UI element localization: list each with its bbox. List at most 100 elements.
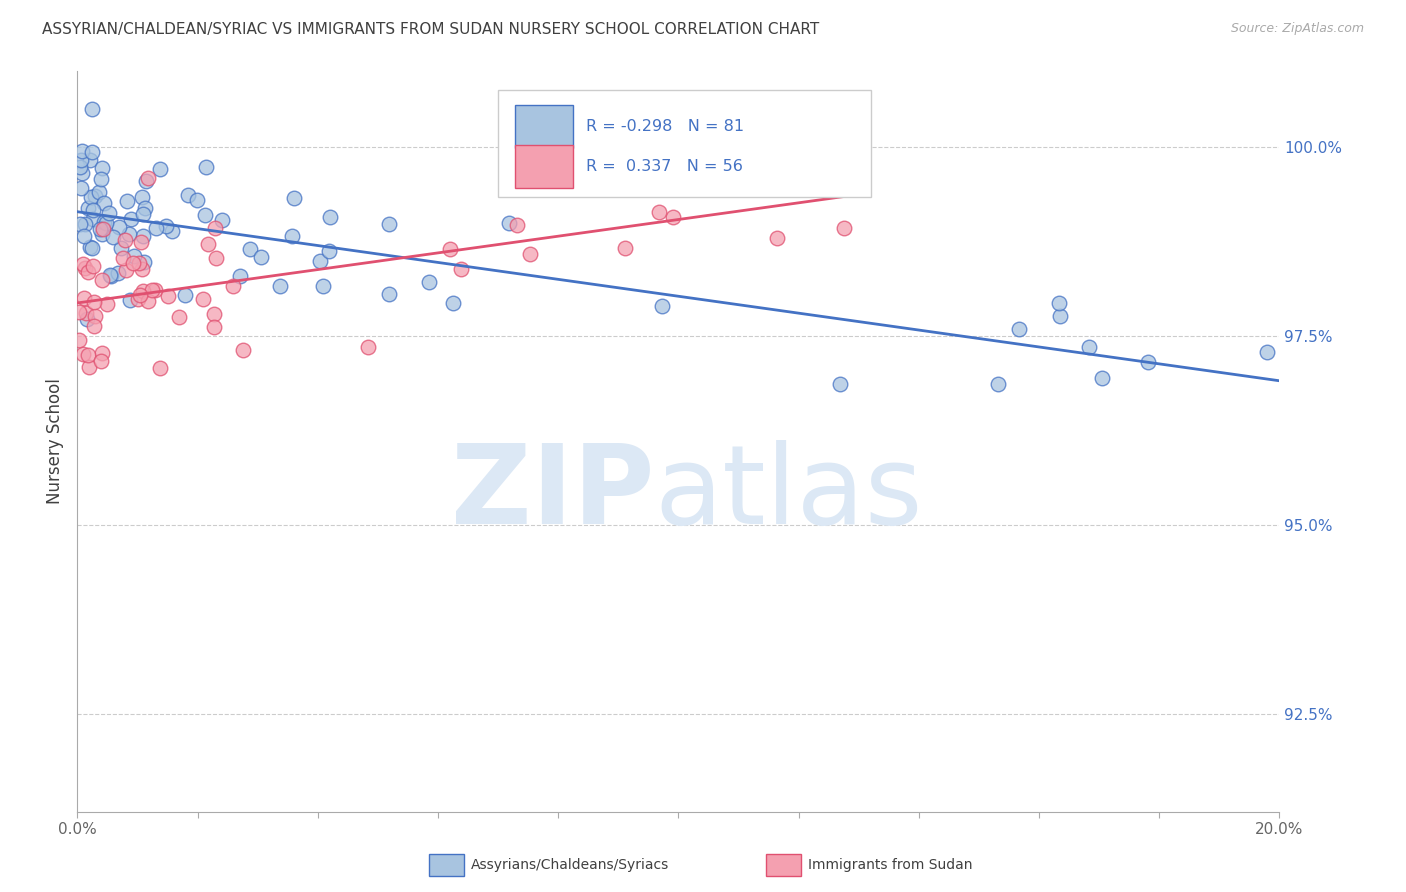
Point xyxy=(83,295,105,310)
Point xyxy=(73,228,96,243)
Point xyxy=(83,318,105,333)
Point xyxy=(202,320,225,334)
Point xyxy=(202,307,225,321)
Point xyxy=(143,283,166,297)
Point xyxy=(194,208,217,222)
Point xyxy=(124,249,146,263)
Point xyxy=(418,275,440,289)
Point xyxy=(69,217,91,231)
Point xyxy=(312,278,335,293)
Point xyxy=(91,222,114,236)
Point xyxy=(789,117,811,131)
Point xyxy=(155,219,177,233)
Point xyxy=(232,343,254,357)
Point xyxy=(93,221,115,235)
Point xyxy=(98,268,121,282)
Point xyxy=(177,188,200,202)
Point xyxy=(319,210,342,224)
Point xyxy=(91,161,114,176)
Point xyxy=(986,376,1008,391)
FancyBboxPatch shape xyxy=(498,90,870,197)
Point xyxy=(129,288,152,302)
Point xyxy=(269,279,291,293)
Point xyxy=(1091,371,1114,385)
Point xyxy=(73,291,96,305)
Point xyxy=(131,190,153,204)
Point xyxy=(93,196,115,211)
Point xyxy=(131,262,153,277)
Point xyxy=(222,278,245,293)
Point xyxy=(441,296,464,310)
Point xyxy=(77,359,100,374)
Point xyxy=(82,202,104,217)
Point xyxy=(250,250,273,264)
Point xyxy=(96,297,118,311)
Point xyxy=(82,259,104,273)
Point xyxy=(439,242,461,256)
Point xyxy=(100,268,122,283)
Point xyxy=(107,266,129,280)
Point xyxy=(505,218,527,232)
Point xyxy=(149,161,172,176)
Point xyxy=(93,215,115,229)
Point xyxy=(614,241,637,255)
Point xyxy=(120,293,142,308)
Point xyxy=(80,102,103,116)
Point xyxy=(101,230,124,244)
Point xyxy=(519,247,541,261)
Point xyxy=(648,205,671,219)
Point xyxy=(211,212,233,227)
Point xyxy=(110,241,132,255)
Point xyxy=(193,292,215,306)
Point xyxy=(87,185,110,199)
Point xyxy=(169,310,191,324)
Point xyxy=(378,286,401,301)
Point xyxy=(79,153,101,168)
Point xyxy=(67,333,90,347)
Text: ZIP: ZIP xyxy=(451,440,654,547)
Point xyxy=(84,309,107,323)
Point xyxy=(90,172,112,186)
Point xyxy=(134,201,156,215)
Point xyxy=(136,294,159,309)
Text: ASSYRIAN/CHALDEAN/SYRIAC VS IMMIGRANTS FROM SUDAN NURSERY SCHOOL CORRELATION CHA: ASSYRIAN/CHALDEAN/SYRIAC VS IMMIGRANTS F… xyxy=(42,22,820,37)
Point xyxy=(498,216,520,230)
Point xyxy=(197,236,219,251)
Point xyxy=(80,189,103,203)
Point xyxy=(239,242,262,256)
Point xyxy=(145,220,167,235)
Point xyxy=(162,224,184,238)
Point xyxy=(114,233,136,247)
Point xyxy=(1136,355,1159,369)
Point xyxy=(204,221,226,235)
Text: Source: ZipAtlas.com: Source: ZipAtlas.com xyxy=(1230,22,1364,36)
Point xyxy=(69,153,91,167)
Text: Immigrants from Sudan: Immigrants from Sudan xyxy=(808,858,973,872)
Point xyxy=(111,252,134,266)
Point xyxy=(132,207,155,221)
Point xyxy=(69,161,91,175)
Point xyxy=(83,189,105,203)
Point xyxy=(67,304,90,318)
Point xyxy=(149,360,172,375)
Point xyxy=(378,217,401,231)
Point xyxy=(76,265,98,279)
Point xyxy=(91,345,114,359)
Point xyxy=(141,284,163,298)
Point xyxy=(70,144,93,158)
Point xyxy=(195,160,218,174)
Point xyxy=(76,312,98,326)
Point xyxy=(174,288,197,302)
Point xyxy=(662,211,685,225)
Text: R =  0.337   N = 56: R = 0.337 N = 56 xyxy=(586,160,742,174)
Point xyxy=(450,262,472,277)
Point xyxy=(120,211,142,226)
FancyBboxPatch shape xyxy=(515,145,572,188)
Point xyxy=(309,254,332,268)
Text: atlas: atlas xyxy=(654,440,922,547)
Point xyxy=(737,171,759,186)
Bar xyxy=(429,854,464,876)
Point xyxy=(115,194,138,209)
FancyBboxPatch shape xyxy=(515,104,572,147)
Point xyxy=(205,252,228,266)
